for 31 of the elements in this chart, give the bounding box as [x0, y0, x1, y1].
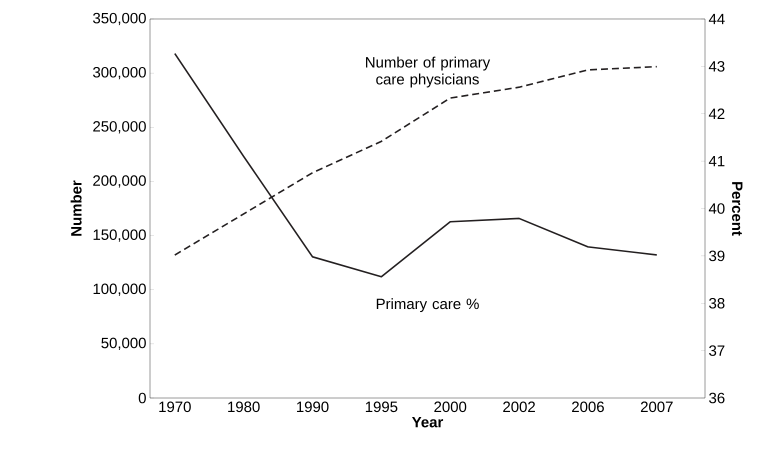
- y-tick-label: 200,000: [93, 175, 146, 188]
- y2-tick-label: 39: [709, 250, 724, 262]
- y2-tick-label: 41: [708, 156, 724, 166]
- y2-axis-title: Percent: [732, 182, 742, 236]
- y2-tick-label: 44: [708, 14, 725, 24]
- y-tick-label: 150,000: [94, 229, 146, 242]
- y-tick-label: 0: [138, 392, 146, 404]
- y2-tick-label: 42: [708, 108, 724, 119]
- x-tick-label: 2000: [434, 402, 466, 412]
- x-tick-label: 2002: [503, 402, 535, 412]
- x-tick-label: 1990: [297, 402, 329, 412]
- y2-tick-label: 37: [709, 345, 724, 356]
- series-label: Primary care %: [376, 298, 479, 312]
- y-tick-label: 50,000: [101, 338, 146, 350]
- y-axis-title: Number: [70, 180, 82, 236]
- x-axis-title: Year: [412, 416, 444, 428]
- y2-tick-label: 40: [708, 203, 725, 214]
- y2-tick-label: 38: [709, 298, 724, 309]
- y2-tick-label: 36: [709, 392, 724, 404]
- x-tick-label: 1970: [159, 402, 191, 412]
- x-tick-label: 1980: [228, 402, 260, 412]
- y-tick-label: 300,000: [93, 66, 146, 80]
- series-label: Number of primary care physicians: [366, 56, 490, 88]
- y-tick-label: 250,000: [93, 121, 146, 134]
- y-tick-label: 350,000: [93, 12, 146, 26]
- y2-tick-label: 43: [708, 61, 724, 72]
- x-tick-label: 1995: [366, 402, 398, 412]
- x-tick-label: 2006: [572, 402, 604, 412]
- line-series: [174, 52, 658, 278]
- x-tick-label: 2007: [640, 402, 673, 412]
- y-tick-label: 100,000: [94, 284, 146, 296]
